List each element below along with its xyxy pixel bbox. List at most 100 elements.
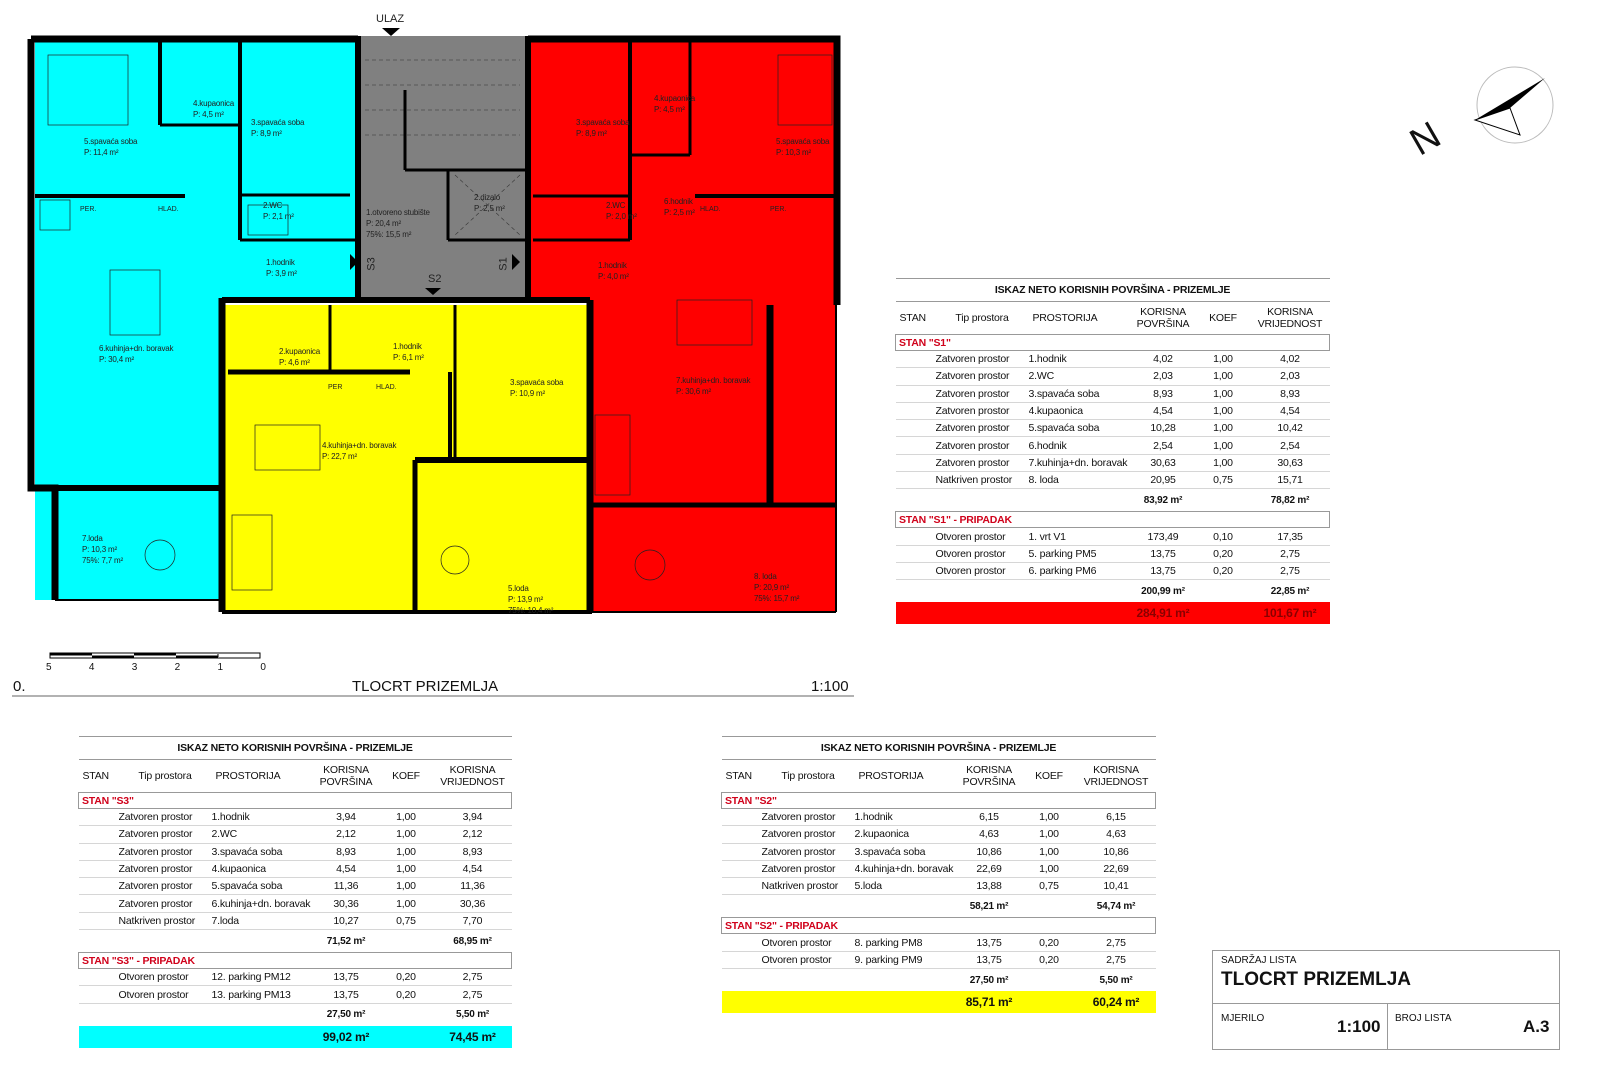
zone-common-stair	[358, 36, 528, 298]
cell-korisna-vrijednost: 30,63	[1250, 454, 1330, 473]
room-label: 7.kuhinja+dn. boravak P: 30,6 m²	[676, 375, 751, 397]
table-row: Zatvoren prostor 5.spavaća soba 10,28 1,…	[895, 419, 1330, 438]
room-label: 1.otvoreno stubište P: 20,4 m² 75%: 15,5 m…	[366, 207, 430, 240]
table-row: Zatvoren prostor 4.kupaonica 4,54 1,00 4…	[895, 402, 1330, 421]
cell-korisna-povrsina: 10,86	[956, 843, 1022, 861]
room-label: 4.kupaonica P: 4,5 m²	[654, 93, 695, 115]
room-name: 3.spavaća soba	[510, 378, 564, 387]
cell-prostorija: 6.kuhinja+dn. boravak	[211, 894, 314, 913]
room-label: 4.kupaonica P: 4,5 m²	[193, 98, 234, 120]
cell-tip: Otvoren prostor	[935, 545, 1029, 563]
cell-koef: 0,20	[378, 985, 434, 1004]
cell-korisna-vrijednost: 10,41	[1076, 877, 1156, 896]
room-reduced-area: 75%: 7,7 m²	[82, 556, 123, 565]
cell-tip: Otvoren prostor	[118, 968, 212, 987]
cell-tip: Natkriven prostor	[761, 877, 855, 896]
table-row: Zatvoren prostor 7.kuhinja+dn. boravak 3…	[895, 454, 1330, 473]
subtotal-povrsina: 83,92 m²	[1130, 488, 1196, 512]
cell-tip: Zatvoren prostor	[761, 843, 855, 861]
drawing-title: TLOCRT PRIZEMLJA	[352, 678, 499, 695]
cell-korisna-vrijednost: 4,02	[1250, 350, 1330, 369]
cell-koef: 1,00	[1195, 454, 1251, 473]
table-row: Otvoren prostor 12. parking PM12 13,75 0…	[78, 968, 512, 987]
group-header: STAN "S1" - PRIPADAK	[895, 511, 1330, 529]
room-name: 4.kupaonica	[193, 99, 234, 108]
room-area: P: 8,9 m²	[251, 129, 282, 138]
cell-prostorija: 4.kupaonica	[211, 860, 314, 879]
cell-koef: 0,20	[378, 968, 434, 987]
table-row: Otvoren prostor 13. parking PM13 13,75 0…	[78, 985, 512, 1004]
room-name: 1.hodnik	[598, 261, 627, 270]
table-row: Zatvoren prostor 1.hodnik 3,94 1,00 3,94	[78, 808, 512, 827]
cell-koef: 1,00	[378, 808, 434, 827]
cell-korisna-povrsina: 4,02	[1130, 350, 1196, 369]
cell-korisna-povrsina: 11,36	[313, 877, 379, 896]
room-area: P: 2,0 m²	[606, 212, 637, 221]
table-row: Zatvoren prostor 3.spavaća soba 10,86 1,…	[721, 843, 1156, 861]
room-name: 5.spavaća soba	[776, 137, 830, 146]
cell-prostorija: 2.kupaonica	[854, 825, 957, 844]
cell-prostorija: 1.hodnik	[1028, 350, 1131, 369]
table-row: Zatvoren prostor 2.WC 2,12 1,00 2,12	[78, 825, 512, 844]
cell-korisna-povrsina: 22,69	[956, 860, 1022, 879]
cell-prostorija: 5.loda	[854, 877, 957, 896]
cell-korisna-povrsina: 6,15	[956, 808, 1022, 827]
cell-prostorija: 4.kuhinja+dn. boravak	[854, 860, 957, 879]
cell-koef: 0,20	[1195, 545, 1251, 563]
cell-prostorija: 2.WC	[1028, 367, 1131, 386]
cell-korisna-vrijednost: 10,42	[1250, 419, 1330, 438]
room-name: 7.loda	[82, 534, 103, 543]
cell-prostorija: 1.hodnik	[211, 808, 314, 827]
room-area: P: 3,9 m²	[266, 269, 297, 278]
cell-koef: 1,00	[1195, 350, 1251, 369]
col-korisna-povrsina: KORISNA POVRŠINA	[319, 764, 373, 788]
cell-koef: 1,00	[1195, 385, 1251, 403]
cell-tip: Zatvoren prostor	[118, 843, 212, 861]
col-korisna-vrijednost: KORISNA VRIJEDNOST	[440, 764, 505, 788]
room-area: P: 8,9 m²	[576, 129, 607, 138]
cell-korisna-vrijednost: 15,71	[1250, 471, 1330, 490]
total-vrijednost: 101,67 m²	[1263, 606, 1317, 621]
cell-tip: Otvoren prostor	[761, 933, 855, 952]
subtotal-vrijednost: 5,50 m²	[1076, 968, 1156, 992]
cell-tip: Zatvoren prostor	[935, 454, 1029, 473]
sheet-number-label: BROJ LISTA	[1395, 1013, 1452, 1024]
cell-korisna-povrsina: 13,75	[313, 985, 379, 1004]
cell-korisna-vrijednost: 2,75	[433, 968, 512, 987]
stair-marker-arrow-s2	[425, 288, 441, 295]
cell-prostorija: 3.spavaća soba	[1028, 385, 1131, 403]
cell-prostorija: 4.kupaonica	[1028, 402, 1131, 421]
cell-prostorija: 6. parking PM6	[1028, 562, 1131, 581]
subtotal-povrsina: 200,99 m²	[1130, 579, 1196, 603]
appliance-label-per: PER.	[80, 206, 97, 213]
subtotal-vrijednost: 22,85 m²	[1250, 579, 1330, 603]
room-name: 4.kuhinja+dn. boravak	[322, 441, 397, 450]
table-row: Zatvoren prostor 1.hodnik 6,15 1,00 6,15	[721, 808, 1156, 827]
cell-korisna-povrsina: 2,03	[1130, 367, 1196, 386]
cell-tip: Zatvoren prostor	[935, 385, 1029, 403]
cell-tip: Zatvoren prostor	[118, 894, 212, 913]
room-name: 2.WC	[263, 201, 283, 210]
cell-korisna-povrsina: 4,63	[956, 825, 1022, 844]
room-label: 5.spavaća soba P: 11,4 m²	[84, 136, 137, 158]
cell-korisna-povrsina: 4,54	[1130, 402, 1196, 421]
room-area: P: 2,1 m²	[263, 212, 294, 221]
room-label: 4.kuhinja+dn. boravak P: 22,7 m²	[322, 440, 397, 462]
cell-korisna-povrsina: 8,93	[313, 843, 379, 861]
cell-korisna-vrijednost: 10,86	[1076, 843, 1156, 861]
table-row: Otvoren prostor 5. parking PM5 13,75 0,2…	[895, 545, 1330, 563]
cell-korisna-vrijednost: 4,63	[1076, 825, 1156, 844]
stair-marker-s1: S1	[497, 257, 510, 271]
col-tip: Tip prostora	[781, 770, 835, 782]
cell-korisna-povrsina: 2,12	[313, 825, 379, 844]
cell-prostorija: 7.kuhinja+dn. boravak	[1028, 454, 1131, 473]
scale-label: MJERILO	[1221, 1013, 1265, 1024]
scale-tick: 4	[88, 662, 95, 673]
room-label: 2.kupaonica P: 4,6 m²	[279, 346, 320, 368]
cell-korisna-vrijednost: 7,70	[433, 912, 512, 931]
table-row: Zatvoren prostor 6.hodnik 2,54 1,00 2,54	[895, 436, 1330, 455]
scale-tick: 2	[174, 662, 181, 673]
cell-prostorija: 7.loda	[211, 912, 314, 931]
cell-korisna-vrijednost: 2,12	[433, 825, 512, 844]
room-name: 4.kupaonica	[654, 94, 695, 103]
